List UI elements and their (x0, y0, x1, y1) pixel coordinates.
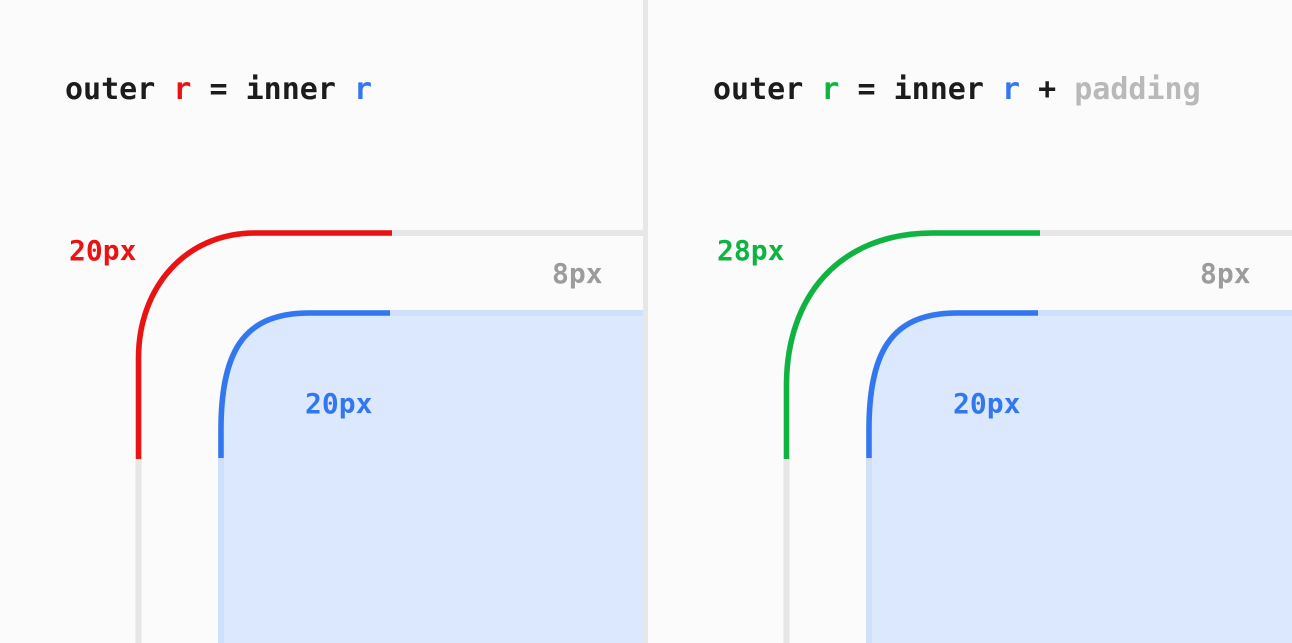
title-padding-word: padding (1074, 72, 1201, 107)
title-text: + (1020, 72, 1075, 107)
inner-radius-arc-blue (866, 310, 1038, 458)
inner-radius-arc-blue (218, 310, 390, 458)
inner-box-fill (869, 313, 1292, 643)
panel-title: outer r = inner r + padding (713, 72, 1201, 107)
title-inner-r: r (354, 72, 373, 107)
panel-title: outer r = inner r (65, 72, 372, 107)
outer-radius-label: 28px (717, 234, 785, 267)
title-inner-r: r (1002, 72, 1021, 107)
nested-radius-diagram-right (783, 230, 1292, 643)
panel-outer-equals-inner: outer r = inner r 20px 8px 20px (0, 0, 643, 643)
title-text: = inner (839, 72, 1002, 107)
inner-radius-label: 20px (953, 387, 1021, 420)
outer-radius-arc-green (783, 230, 1040, 459)
outer-radius-label: 20px (69, 234, 137, 267)
panel-divider (643, 0, 648, 643)
padding-label: 8px (552, 257, 603, 290)
outer-radius-arc-red (135, 230, 392, 459)
inner-radius-label: 20px (305, 387, 373, 420)
title-text: outer (65, 72, 174, 107)
nested-radius-diagram-left (135, 230, 643, 643)
title-outer-r: r (173, 72, 192, 107)
padding-label: 8px (1200, 257, 1251, 290)
title-text: outer (713, 72, 822, 107)
panel-outer-equals-inner-plus-padding: outer r = inner r + padding 28px 8px 20p… (648, 0, 1292, 643)
inner-box-fill (221, 313, 643, 643)
title-text: = inner (191, 72, 354, 107)
title-outer-r: r (821, 72, 840, 107)
